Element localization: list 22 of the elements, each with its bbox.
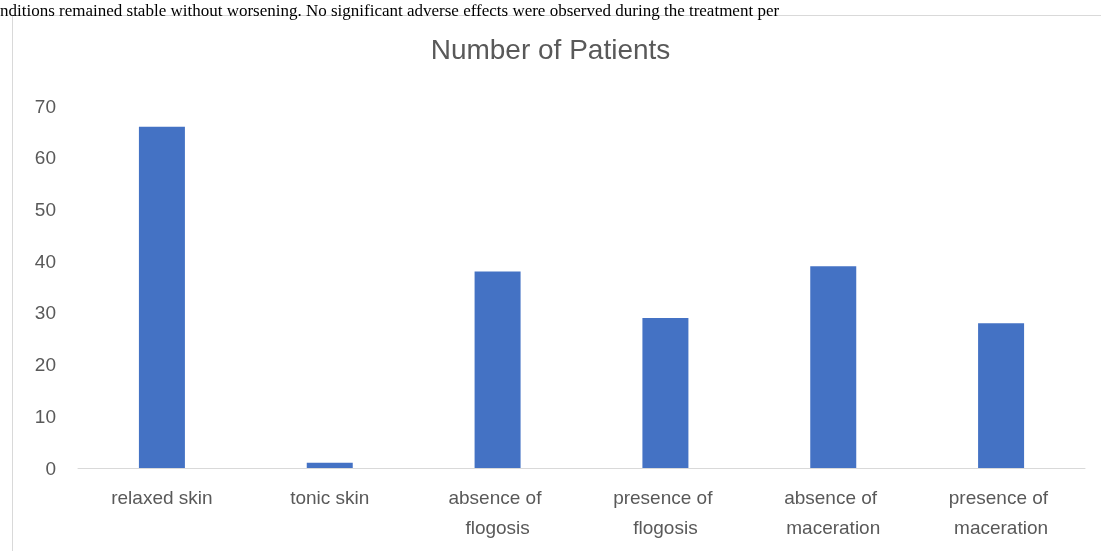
x-tick-label: absence of flogosis — [448, 486, 547, 538]
x-tick-label: presence of maceration — [948, 486, 1054, 538]
text: nditions remained stable without worsening. No significant adverse effects were observed during the treatment per — [0, 1, 780, 20]
y-tick-label: 40 — [34, 250, 56, 272]
y-tick-label: 10 — [34, 405, 56, 427]
y-tick-label: 0 — [45, 457, 56, 479]
chart-title: Number of Patients — [430, 33, 671, 65]
bar — [474, 271, 521, 468]
bar — [138, 126, 185, 468]
bar — [810, 266, 857, 468]
y-tick-label: 70 — [34, 95, 56, 117]
x-tick-label: relaxed skin — [111, 486, 213, 508]
y-tick-label: 30 — [34, 302, 56, 324]
bar — [642, 318, 689, 468]
bar — [306, 462, 353, 468]
x-tick-label: presence of flogosis — [613, 486, 718, 538]
y-tick-label: 60 — [34, 147, 56, 169]
bar — [978, 323, 1025, 468]
y-tick-label: 20 — [34, 354, 56, 376]
x-tick-label: absence of maceration — [784, 486, 883, 538]
y-tick-label: 50 — [34, 198, 56, 220]
x-tick-label: tonic skin — [290, 486, 370, 508]
